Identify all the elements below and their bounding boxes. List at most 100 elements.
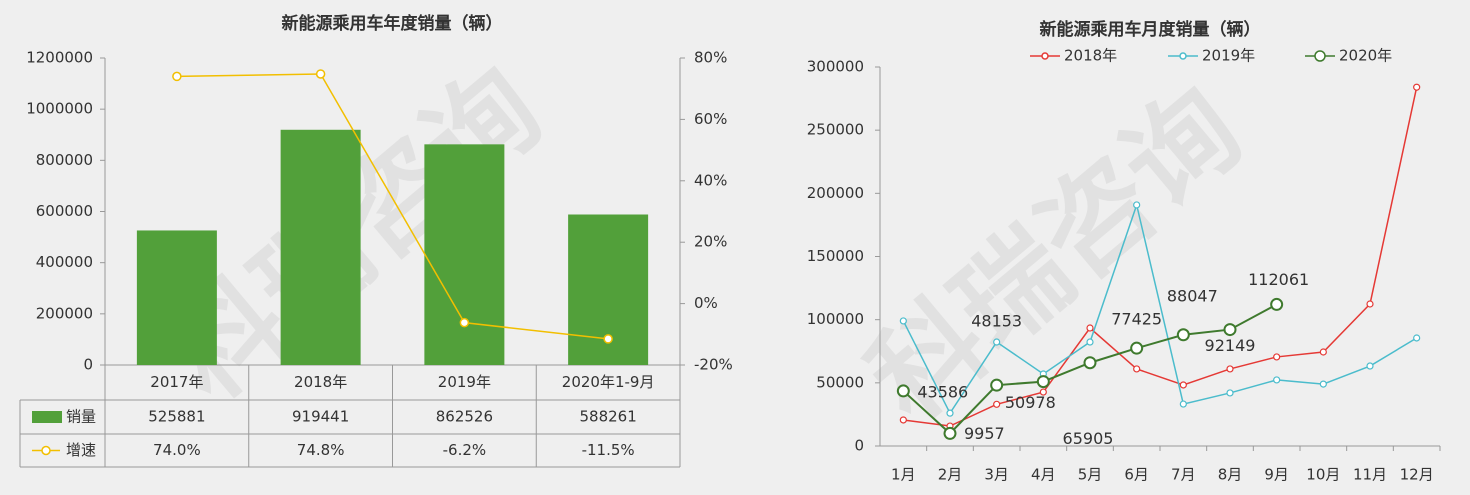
marker — [1086, 338, 1094, 346]
y-tick-label: 800000 — [36, 151, 93, 169]
bar — [280, 129, 361, 365]
legend-label: 2019年 — [1202, 47, 1255, 65]
x-tick-label: 5月 — [1078, 466, 1103, 484]
marker — [1133, 201, 1141, 209]
legend-label: 销量 — [66, 408, 96, 426]
marker — [1226, 389, 1234, 397]
y-tick-label: 200000 — [36, 304, 93, 322]
marker — [993, 338, 1001, 346]
y2-tick-label: 60% — [694, 110, 727, 128]
y-tick-label: 1000000 — [26, 100, 93, 118]
marker — [1039, 388, 1047, 396]
table-value: -6.2% — [443, 441, 487, 459]
y2-tick-label: 40% — [694, 171, 727, 189]
category-label: 2017年 — [150, 373, 203, 391]
marker — [943, 426, 957, 440]
marker — [172, 71, 182, 82]
y-tick-label: 300000 — [807, 58, 864, 76]
table-value: 588261 — [579, 408, 636, 426]
marker — [1179, 381, 1187, 389]
legend-key — [32, 411, 62, 423]
marker — [1226, 365, 1234, 373]
marker — [1273, 376, 1281, 384]
marker — [1366, 362, 1374, 370]
x-tick-label: 1月 — [891, 466, 916, 484]
table-value: 74.0% — [153, 441, 201, 459]
x-tick-label: 8月 — [1218, 466, 1243, 484]
data-label: 65905 — [1063, 429, 1114, 448]
table-value: 919441 — [292, 408, 349, 426]
x-tick-label: 2月 — [938, 466, 963, 484]
marker — [1319, 380, 1327, 388]
data-label: 43586 — [917, 382, 968, 401]
y-tick-label: 150000 — [807, 247, 864, 265]
marker — [946, 409, 954, 417]
y-tick-label: 1200000 — [26, 49, 93, 67]
marker — [993, 400, 1001, 408]
y2-tick-label: 80% — [694, 49, 727, 67]
y-tick-label: 50000 — [816, 373, 864, 391]
y-tick-label: 200000 — [807, 184, 864, 202]
category-label: 2019年 — [438, 373, 491, 391]
line — [176, 73, 609, 340]
y-tick-label: 250000 — [807, 121, 864, 139]
legend-key — [1179, 52, 1187, 60]
data-label: 50978 — [1005, 393, 1056, 412]
legend-key — [1041, 52, 1049, 60]
chart-title: 新能源乘用车年度销量（辆） — [282, 13, 503, 34]
bar — [136, 230, 217, 365]
marker — [1133, 365, 1141, 373]
marker — [603, 334, 613, 344]
marker — [1270, 297, 1284, 311]
marker — [990, 378, 1004, 392]
y-tick-label: 100000 — [807, 310, 864, 328]
marker — [1413, 83, 1421, 91]
data-label: 112061 — [1248, 270, 1309, 289]
line — [903, 87, 1418, 427]
marker — [899, 416, 907, 424]
line — [902, 202, 1418, 415]
y2-tick-label: 0% — [694, 294, 718, 312]
table-value: 74.8% — [297, 441, 345, 459]
marker — [1273, 353, 1281, 361]
marker — [1036, 375, 1050, 389]
x-tick-label: 10月 — [1306, 466, 1340, 484]
x-tick-label: 6月 — [1124, 466, 1149, 484]
data-label: 48153 — [971, 312, 1022, 331]
x-tick-label: 9月 — [1264, 466, 1289, 484]
data-label: 77425 — [1111, 310, 1162, 329]
y-tick-label: 400000 — [36, 253, 93, 271]
table-value: 862526 — [436, 408, 493, 426]
marker — [1130, 341, 1144, 355]
data-label: 92149 — [1205, 336, 1256, 355]
marker — [315, 69, 326, 79]
marker — [1413, 334, 1421, 342]
chart-title: 新能源乘用车月度销量（辆） — [1040, 19, 1261, 40]
category-label: 2020年1-9月 — [562, 373, 655, 391]
y2-tick-label: -20% — [694, 356, 733, 374]
x-tick-label: 3月 — [984, 466, 1009, 484]
marker — [459, 317, 470, 328]
y-tick-label: 0 — [83, 356, 93, 374]
category-label: 2018年 — [294, 373, 347, 391]
y2-tick-label: 20% — [694, 233, 727, 251]
legend-label: 2020年 — [1339, 47, 1392, 65]
table-value: 525881 — [148, 408, 205, 426]
marker — [1083, 356, 1097, 370]
legend-label: 增速 — [66, 441, 96, 459]
marker — [1086, 324, 1094, 332]
marker — [1366, 300, 1374, 308]
y-tick-label: 0 — [854, 437, 864, 455]
table-value: -11.5% — [582, 441, 635, 459]
marker — [1223, 323, 1237, 337]
data-label: 88047 — [1167, 286, 1218, 305]
legend-key — [41, 445, 51, 456]
legend-label: 2018年 — [1064, 47, 1117, 65]
x-tick-label: 11月 — [1353, 466, 1387, 484]
data-label: 9957 — [964, 424, 1005, 443]
marker — [896, 384, 910, 398]
bar — [424, 144, 505, 365]
marker — [899, 317, 907, 325]
